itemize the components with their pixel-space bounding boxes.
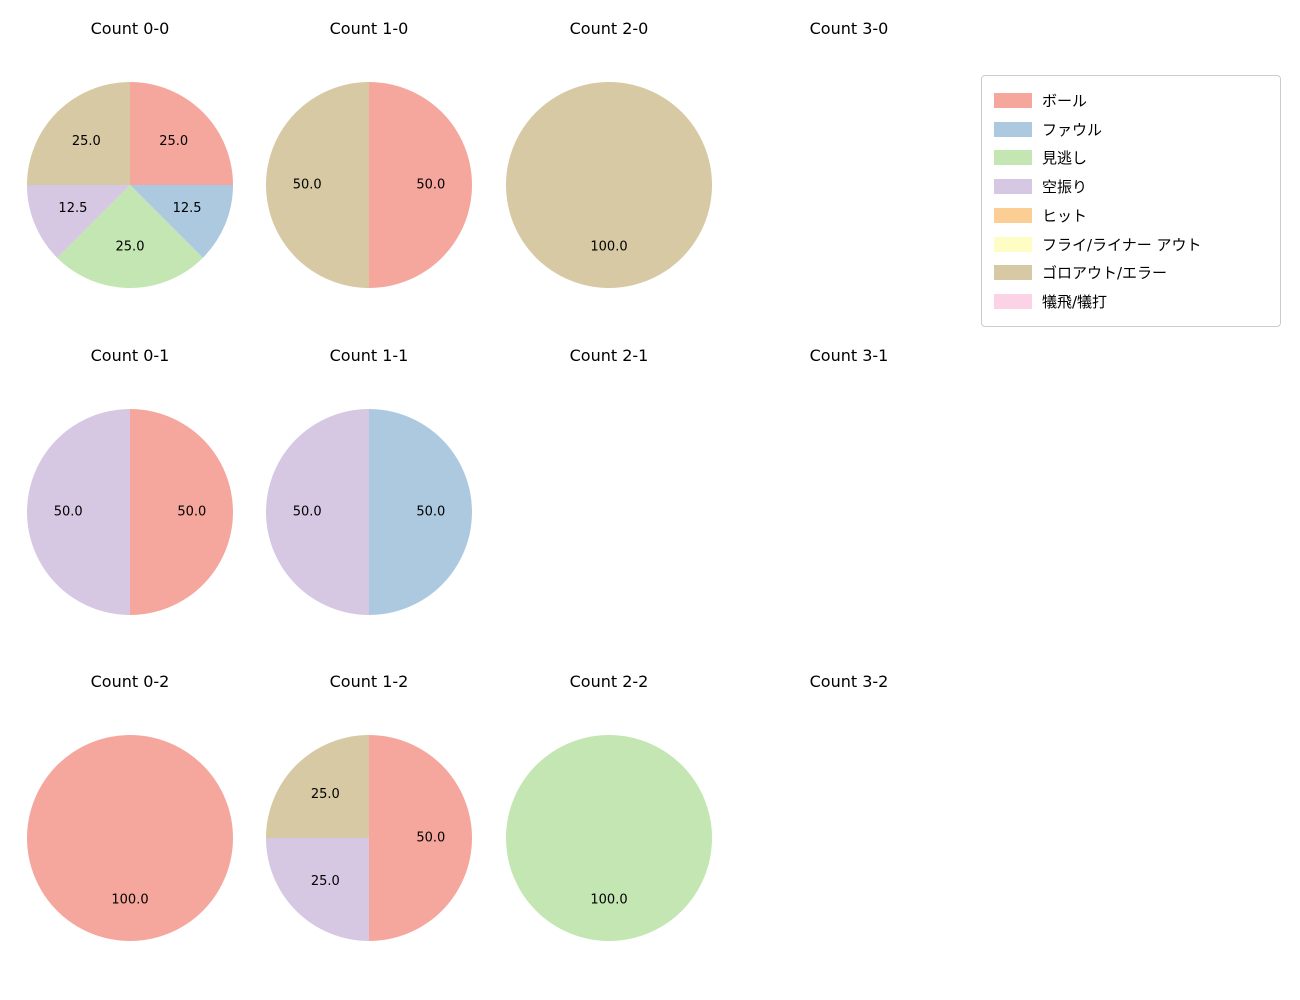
pie-slice: [27, 82, 130, 185]
pie-slice: [27, 735, 233, 941]
pie-chart: 100.0: [27, 735, 233, 941]
pie-percent-label: 100.0: [590, 892, 627, 907]
legend-item: フライ/ライナー アウト: [994, 230, 1268, 259]
pie-chart: 50.0 50.0: [27, 409, 233, 615]
chart-cell: Count 2-0 100.0: [479, 10, 739, 290]
legend-swatch: [994, 150, 1032, 166]
chart-title: Count 2-0: [569, 19, 649, 38]
chart-cell: Count 2-1: [479, 337, 739, 375]
pie-percent-label: 25.0: [311, 787, 340, 802]
pie-percent-label: 50.0: [54, 505, 83, 520]
pie-slice: [27, 409, 130, 615]
chart-cell: Count 3-0: [719, 10, 979, 48]
pie-slice: [266, 735, 369, 838]
pie-chart: 50.0 50.0: [266, 409, 472, 615]
legend-swatch: [994, 236, 1032, 252]
chart-title: Count 0-0: [90, 19, 170, 38]
chart-cell: Count 2-2 100.0: [479, 663, 739, 943]
legend-label: ゴロアウト/エラー: [1042, 264, 1168, 283]
pie-percent-label: 25.0: [72, 134, 101, 149]
chart-title: Count 1-0: [329, 19, 409, 38]
legend-label: ヒット: [1042, 206, 1088, 225]
chart-cell: Count 1-2 50.0 25.0 25.0: [239, 663, 499, 943]
pie-slice: [266, 838, 369, 941]
pie-percent-label: 25.0: [311, 874, 340, 889]
pie-chart: 100.0: [506, 735, 712, 941]
pie-percent-label: 50.0: [293, 505, 322, 520]
chart-title: Count 2-1: [569, 346, 649, 365]
pie-slice: [130, 185, 233, 258]
pie-slice: [369, 82, 472, 288]
pie-percent-label: 50.0: [177, 505, 206, 520]
legend-swatch: [994, 92, 1032, 108]
pie-percent-label: 25.0: [159, 134, 188, 149]
chart-cell: Count 0-0 25.0 12.5 25.0 12.5 25.0: [0, 10, 260, 290]
legend-swatch: [994, 121, 1032, 137]
legend-item: ヒット: [994, 201, 1268, 230]
legend: ボールファウル見逃し空振りヒットフライ/ライナー アウト ゴロアウト/エラー 犠飛/…: [981, 75, 1281, 327]
chart-cell: Count 3-2: [719, 663, 979, 701]
pie-slice: [27, 185, 130, 258]
legend-label: 犠飛/犠打: [1042, 293, 1108, 312]
pie-slice: [506, 735, 712, 941]
legend-item: 空振り: [994, 172, 1268, 201]
pie-chart: 25.0 12.5 25.0 12.5 25.0: [27, 82, 233, 288]
chart-title: Count 0-1: [90, 346, 170, 365]
chart-title: Count 3-0: [809, 19, 889, 38]
legend-label: 空振り: [1042, 178, 1088, 197]
pie-chart: 50.0 50.0: [266, 82, 472, 288]
pie-slice: [369, 735, 472, 941]
legend-item: ファウル: [994, 115, 1268, 144]
chart-title: Count 2-2: [569, 672, 649, 691]
legend-swatch: [994, 265, 1032, 281]
pie-slice: [57, 185, 203, 288]
legend-label: ファウル: [1042, 120, 1103, 139]
pie-slice: [130, 409, 233, 615]
legend-item: ゴロアウト/エラー: [994, 259, 1268, 288]
chart-cell: Count 0-1 50.0 50.0: [0, 337, 260, 617]
chart-cell: Count 1-1 50.0 50.0: [239, 337, 499, 617]
chart-title: Count 3-1: [809, 346, 889, 365]
chart-cell: Count 3-1: [719, 337, 979, 375]
legend-swatch: [994, 294, 1032, 310]
pie-percent-label: 100.0: [111, 892, 148, 907]
legend-label: ボール: [1042, 91, 1088, 110]
pie-slice: [266, 409, 369, 615]
chart-title: Count 3-2: [809, 672, 889, 691]
pie-chart: 50.0 25.0 25.0: [266, 735, 472, 941]
pie-slice: [130, 82, 233, 185]
pie-percent-label: 50.0: [416, 505, 445, 520]
pie-percent-label: 12.5: [173, 201, 202, 216]
legend-label: フライ/ライナー アウト: [1042, 235, 1202, 254]
legend-swatch: [994, 179, 1032, 195]
legend-swatch: [994, 207, 1032, 223]
pie-percent-label: 50.0: [416, 178, 445, 193]
pie-percent-label: 50.0: [416, 831, 445, 846]
pie-slice: [266, 82, 369, 288]
legend-item: 犠飛/犠打: [994, 287, 1268, 316]
chart-cell: Count 1-0 50.0 50.0: [239, 10, 499, 290]
pie-percent-label: 25.0: [116, 239, 145, 254]
pie-slice: [369, 409, 472, 615]
pie-percent-label: 12.5: [58, 201, 87, 216]
legend-item: ボール: [994, 86, 1268, 115]
legend-item: 見逃し: [994, 144, 1268, 173]
pie-percent-label: 100.0: [590, 239, 627, 254]
pie-percent-label: 50.0: [293, 178, 322, 193]
chart-title: Count 1-1: [329, 346, 409, 365]
chart-cell: Count 0-2 100.0: [0, 663, 260, 943]
chart-title: Count 1-2: [329, 672, 409, 691]
chart-title: Count 0-2: [90, 672, 170, 691]
pie-chart: 100.0: [506, 82, 712, 288]
pie-slice: [506, 82, 712, 288]
legend-label: 見逃し: [1042, 149, 1088, 168]
